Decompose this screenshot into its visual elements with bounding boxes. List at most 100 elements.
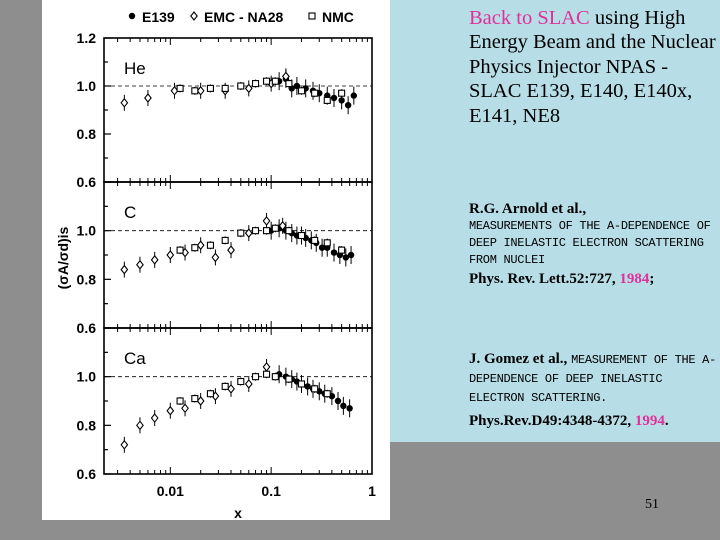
scatter-figure: E139 EMC - NA28 NMC 1.2 1.0 0.8 0.6 He 1.0 0.8 0.6… (42, 0, 390, 520)
data-point (251, 373, 260, 381)
data-point (323, 96, 331, 104)
reference-header: J. Gomez et al., MEASUREMENT OF THE A-DE… (469, 350, 717, 407)
data-point (346, 405, 353, 412)
journal-citation: Phys.Rev.D49:4348-4372, (469, 413, 635, 429)
y-tick-label: 0.6 (77, 466, 97, 482)
legend-label: EMC - NA28 (204, 9, 284, 25)
data-point (150, 413, 159, 423)
page-number: 51 (645, 497, 659, 512)
data-point (318, 244, 326, 251)
data-point (334, 397, 342, 405)
y-tick-label: 0.8 (77, 271, 97, 287)
data-point (285, 80, 293, 88)
data-point (350, 92, 358, 99)
data-point (176, 397, 184, 405)
data-point (196, 240, 205, 251)
data-point (227, 383, 235, 394)
data-point (176, 84, 184, 92)
data-point (120, 97, 129, 108)
y-tick-label: 1.2 (77, 30, 97, 46)
data-point (196, 85, 205, 96)
chart-svg: E139 EMC - NA28 NMC 1.2 1.0 0.8 0.6 He 1.0 0.8 0.6… (55, 9, 376, 520)
data-point (262, 362, 271, 372)
data-point (338, 97, 345, 104)
x-tick-label: 1 (368, 483, 376, 499)
data-point (311, 236, 319, 244)
data-point (206, 390, 214, 398)
data-point (262, 227, 271, 235)
data-point (176, 246, 184, 254)
y-tick-label: 0.8 (77, 126, 97, 142)
data-point (206, 84, 214, 92)
data-point (323, 390, 331, 398)
reference-authors: J. Gomez et al., (469, 351, 572, 367)
text-box: Back to SLAC using High Energy Beam and … (390, 0, 720, 442)
data-point (166, 405, 175, 416)
data-point (262, 216, 271, 226)
data-point (251, 80, 260, 88)
x-tick-label: 0.1 (261, 483, 281, 499)
data-point (344, 102, 352, 109)
data-point (311, 89, 319, 97)
data-point (304, 383, 311, 390)
legend-marker (128, 12, 136, 20)
data-point (144, 93, 152, 103)
data-point (285, 227, 293, 235)
data-point (340, 402, 347, 410)
data-point (297, 231, 306, 240)
data-point (150, 254, 159, 265)
y-tick-label: 1.0 (77, 223, 97, 239)
reference-journal: Phys.Rev.D49:4348-4372, 1994. (469, 411, 717, 431)
data-point (206, 241, 214, 249)
data-point (323, 239, 331, 247)
data-point (237, 82, 245, 90)
reference-title: MEASUREMENT OF THE A-DEPENDENCE OF DEEP … (469, 353, 716, 405)
data-point (166, 250, 175, 260)
x-axis-label: x (234, 505, 242, 520)
reference-journal: Phys. Rev. Lett.52:727, 1984; (469, 269, 717, 289)
data-point (278, 220, 287, 231)
y-tick-label: 0.6 (77, 320, 97, 336)
data-point (221, 236, 229, 244)
y-tick-label: 1.0 (77, 369, 97, 385)
data-point (330, 249, 338, 256)
data-point (244, 83, 253, 94)
data-point (136, 259, 144, 270)
legend-label: E139 (142, 9, 175, 25)
y-tick-label: 0.8 (77, 417, 97, 433)
data-point (237, 229, 245, 237)
data-point (342, 254, 350, 261)
data-point (271, 373, 279, 381)
panel-label: He (124, 59, 146, 78)
data-point (330, 94, 338, 102)
x-tick-label: 0.01 (157, 483, 184, 499)
data-point (191, 244, 199, 252)
y-tick-label: 1.0 (77, 78, 97, 94)
data-point (311, 385, 319, 393)
data-point (271, 77, 279, 85)
journal-year: 1984 (619, 271, 650, 287)
data-point (120, 439, 129, 450)
data-point (120, 264, 129, 275)
data-point (338, 89, 346, 97)
panel-label: Ca (124, 349, 146, 368)
data-point (271, 224, 279, 232)
data-point (262, 77, 271, 85)
data-point (244, 228, 253, 238)
y-tick-label: 0.6 (77, 174, 97, 190)
data-point (251, 227, 260, 235)
journal-suffix: ; (649, 271, 655, 287)
data-point (221, 84, 229, 92)
heading-rest: using High Energy Beam and the Nuclear P… (469, 7, 716, 127)
data-point (297, 87, 306, 95)
y-axis-label: (σA/σd)is (55, 226, 71, 289)
reference-title: MEASUREMENTS OF THE A-DEPENDENCE OF DEEP… (469, 219, 711, 267)
reference-authors: R.G. Arnold et al., (469, 201, 587, 217)
legend-marker (308, 12, 316, 20)
panel-frame (103, 181, 373, 329)
data-point (211, 252, 220, 263)
data-point (297, 380, 306, 388)
legend-marker (190, 11, 198, 21)
data-point (347, 251, 355, 259)
reference-1: R.G. Arnold et al., MEASUREMENTS OF THE … (469, 200, 717, 289)
